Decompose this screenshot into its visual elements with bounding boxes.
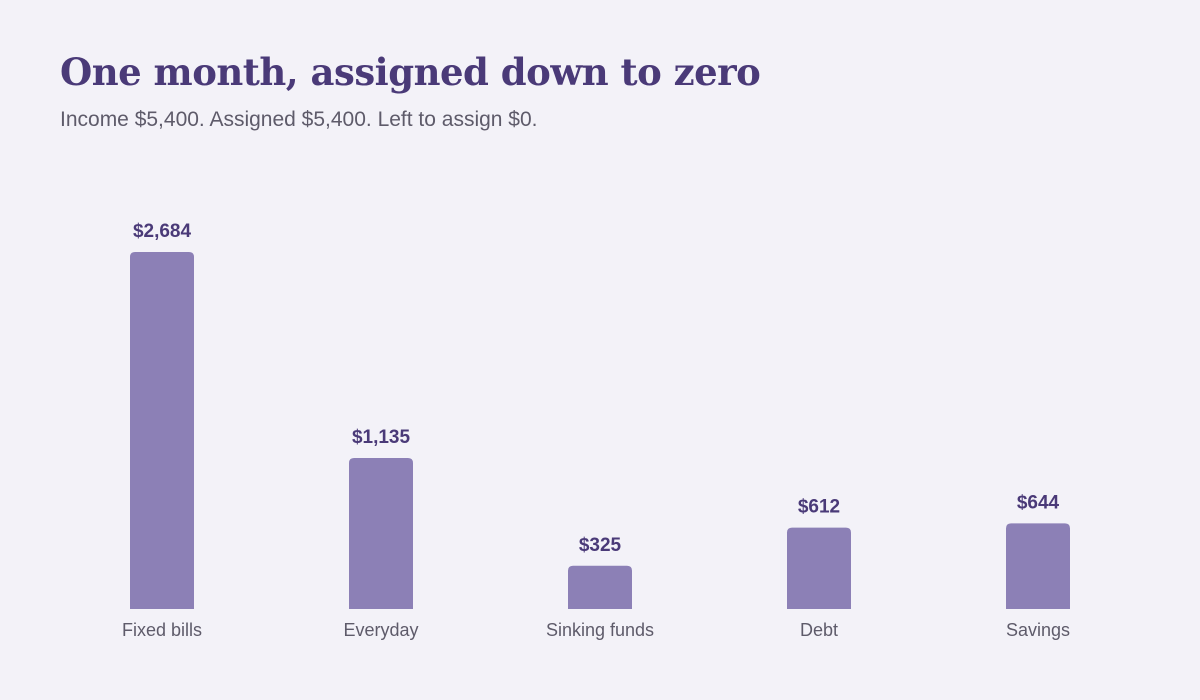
bar-savings [1006, 523, 1070, 609]
category-label: Everyday [343, 620, 418, 640]
category-label: Sinking funds [546, 620, 654, 640]
bar-everyday [349, 458, 413, 609]
category-label: Savings [1006, 620, 1070, 640]
category-label: Debt [800, 620, 838, 640]
bar-fixed-bills [130, 252, 194, 609]
value-label: $2,684 [133, 221, 192, 242]
value-label: $644 [1017, 492, 1060, 513]
bar-debt [787, 527, 851, 609]
bar-sinking-funds [568, 565, 632, 609]
chart-title: One month, assigned down to zero [60, 50, 761, 94]
category-label: Fixed bills [122, 620, 202, 640]
value-label: $325 [579, 535, 622, 556]
value-label: $612 [798, 497, 840, 518]
value-label: $1,135 [352, 427, 411, 448]
chart-subtitle: Income $5,400. Assigned $5,400. Left to … [60, 108, 538, 131]
